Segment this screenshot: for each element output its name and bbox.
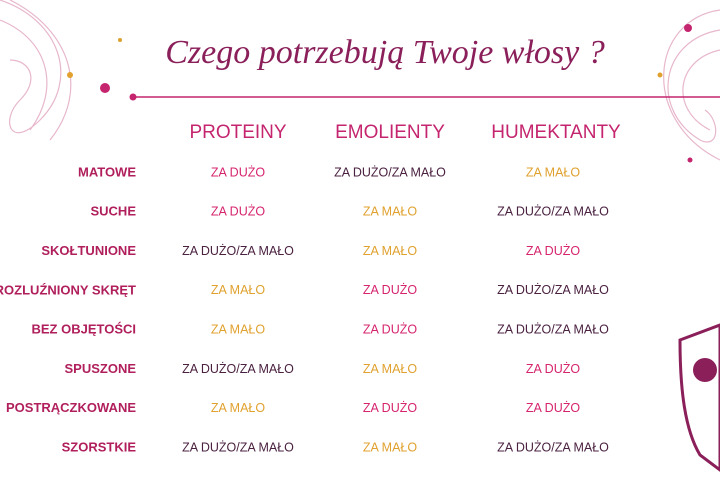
cell: ZA DUŻO <box>526 244 580 258</box>
row-label: ROZLUŹNIONY SKRĘT <box>0 282 136 297</box>
row-label: SPUSZONE <box>64 361 136 376</box>
cell: ZA MAŁO <box>211 322 265 336</box>
column-header: PROTEINY <box>189 122 286 143</box>
cell: ZA MAŁO <box>363 244 417 258</box>
row-label: BEZ OBJĘTOŚCI <box>31 322 136 337</box>
cell: ZA MAŁO <box>526 165 580 179</box>
row-label: POSTRĄCZKOWANE <box>6 400 136 415</box>
cell: ZA DUŻO/ZA MAŁO <box>334 165 446 179</box>
cell: ZA DUŻO <box>211 205 265 219</box>
cell: ZA DUŻO <box>363 322 417 336</box>
decoration <box>0 0 720 161</box>
cell: ZA MAŁO <box>363 440 417 454</box>
cell: ZA DUŻO/ZA MAŁO <box>497 322 609 336</box>
logo <box>678 323 720 472</box>
row-label: MATOWE <box>78 164 136 179</box>
cell: ZA DUŻO/ZA MAŁO <box>497 205 609 219</box>
cell: ZA DUŻO/ZA MAŁO <box>497 283 609 297</box>
column-header: HUMEKTANTY <box>491 122 621 143</box>
cell: ZA MAŁO <box>363 205 417 219</box>
title: Czego potrzebują Twoje włosy ? <box>165 34 605 71</box>
cell: ZA MAŁO <box>363 362 417 376</box>
cell: ZA DUŻO <box>526 401 580 415</box>
cell: ZA MAŁO <box>211 401 265 415</box>
cell: ZA DUŻO <box>211 165 265 179</box>
cell: ZA MAŁO <box>211 283 265 297</box>
cell: ZA DUŻO <box>526 362 580 376</box>
cell: ZA DUŻO <box>363 283 417 297</box>
cell: ZA DUŻO/ZA MAŁO <box>182 440 294 454</box>
cell: ZA DUŻO/ZA MAŁO <box>182 362 294 376</box>
dots <box>67 24 693 163</box>
cell: ZA DUŻO/ZA MAŁO <box>182 244 294 258</box>
row-label: SKOŁTUNIONE <box>41 243 136 258</box>
row-label: SZORSTKIE <box>62 440 137 455</box>
column-header: EMOLIENTY <box>335 122 445 143</box>
cell: ZA DUŻO <box>363 401 417 415</box>
cell: ZA DUŻO/ZA MAŁO <box>497 440 609 454</box>
row-label: SUCHE <box>90 204 136 219</box>
